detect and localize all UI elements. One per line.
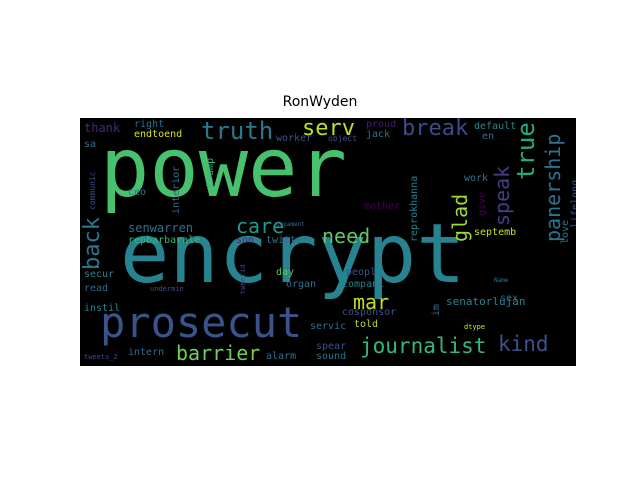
word-organ: organ	[286, 279, 317, 290]
word-reprokhanna: reprokhanna	[409, 175, 420, 242]
word-tweets: tweets_2	[84, 353, 118, 361]
word-depament: depament	[276, 221, 305, 228]
word-need: need	[322, 224, 371, 248]
word-kind: kind	[498, 332, 549, 356]
word-encrypt: encrypt	[120, 207, 466, 302]
word-cloud: power encrypt prosecut truth serv break …	[80, 118, 576, 366]
word-care: care	[236, 214, 285, 238]
word-mar: mar	[353, 290, 390, 314]
word-power: power	[100, 121, 347, 216]
word-glad: glad	[448, 193, 472, 242]
word-true: true	[512, 122, 540, 180]
word-dtype: dtype	[464, 323, 486, 331]
word-septemb: septemb	[474, 227, 517, 238]
word-work: work	[464, 173, 489, 184]
word-thank: thank	[84, 121, 121, 135]
word-compani: compani	[342, 279, 385, 290]
word-servic: servic	[310, 321, 347, 332]
word-sound: sound	[316, 351, 347, 362]
word-endtoend: endtoend	[134, 129, 183, 140]
word-lifelong: lifelong	[570, 179, 576, 228]
word-im: im	[431, 303, 442, 316]
word-cosponsor: cosponsor	[342, 307, 397, 318]
word-senwarren: senwarren	[128, 221, 194, 235]
word-speak: speak	[490, 165, 514, 226]
chart-title: RonWyden	[282, 94, 358, 110]
word-told: told	[354, 319, 379, 330]
word-repbarbarale: repbarbarale	[128, 235, 201, 246]
word-default: default	[474, 121, 517, 132]
word-secur: secur	[84, 269, 115, 280]
word-undermin: undermin	[150, 285, 184, 293]
word-son: son	[236, 235, 255, 246]
word-right: right	[134, 119, 165, 130]
word-proud: proud	[366, 119, 397, 130]
word-back: back	[80, 217, 105, 270]
word-give: give	[477, 191, 488, 216]
word-mother: mother	[364, 201, 401, 212]
word-love: love	[560, 219, 571, 244]
word-truth: truth	[201, 118, 274, 145]
word-peopl: peopl	[346, 267, 377, 278]
word-en: en	[482, 131, 495, 142]
word-twitter: twitter	[266, 235, 309, 246]
word-alarm: alarm	[266, 351, 297, 362]
word-object: object	[328, 134, 357, 143]
word-journalist: journalist	[360, 334, 487, 358]
word-barrier: barrier	[176, 341, 261, 365]
word-senatorlujan: senatorlujan	[446, 295, 526, 308]
word-sa: sa	[84, 139, 97, 150]
word-intern: intern	[128, 347, 165, 358]
word-sex: sex	[500, 293, 519, 304]
word-worker: worker	[276, 133, 313, 144]
word-serv: serv	[302, 118, 355, 141]
word-read: read	[84, 283, 109, 294]
word-trump: trump	[205, 157, 216, 188]
word-ceo: ceo	[128, 187, 147, 198]
word-jack: jack	[366, 129, 391, 140]
word-spear: spear	[316, 341, 347, 352]
word-break: break	[402, 118, 469, 141]
word-tweetid: tweetid	[239, 264, 247, 294]
word-communic: communic	[88, 171, 97, 210]
word-day: day	[276, 267, 295, 278]
word-prosecut: prosecut	[100, 298, 303, 347]
word-name: Name	[494, 277, 509, 284]
word-instil: instil	[84, 303, 121, 314]
word-interior: interior	[171, 165, 182, 214]
